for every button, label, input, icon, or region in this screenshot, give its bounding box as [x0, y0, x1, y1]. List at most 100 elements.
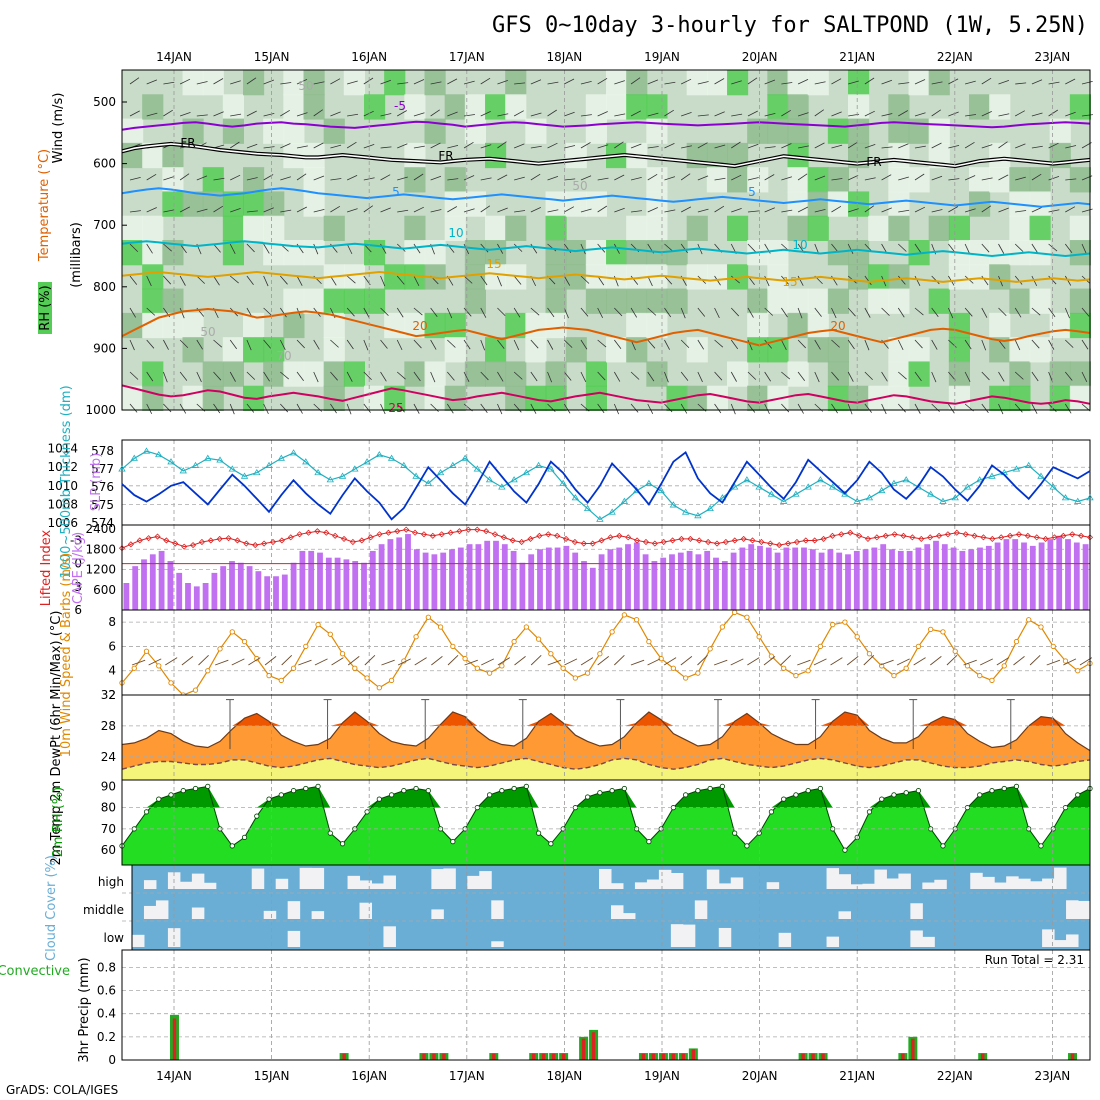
wind-barb [279, 339, 286, 350]
rh-cell [243, 191, 265, 217]
rh-cell [142, 385, 164, 411]
cape-bar [607, 549, 614, 610]
thickness-marker [412, 472, 420, 479]
thickness-marker [351, 465, 359, 472]
rh-cell [162, 288, 184, 314]
rh-cell [626, 288, 648, 314]
wind-barb [580, 371, 587, 383]
wind-barb [1081, 208, 1093, 213]
wind-barb [680, 206, 692, 213]
wind-barb [647, 173, 658, 181]
cape-bar [554, 547, 561, 610]
li-marker [616, 532, 623, 539]
thickness-marker [755, 483, 763, 490]
cape-bar [132, 566, 139, 610]
rh-cell [1069, 167, 1091, 193]
cape-bar [484, 540, 491, 610]
wind-speed-marker [388, 677, 395, 684]
cape-bar [149, 554, 156, 610]
cape-bar [466, 544, 473, 610]
cape-bar [977, 547, 983, 610]
wind-barb [163, 339, 169, 350]
wind-barb [714, 371, 723, 381]
rh-cell [222, 118, 244, 144]
wind-barb [630, 176, 642, 181]
rh-cell [888, 288, 910, 314]
rh-cell [767, 240, 789, 266]
wind-speed-marker [1026, 617, 1032, 623]
li-marker [278, 537, 285, 544]
wind-barb [1065, 178, 1077, 181]
wind-barb [497, 339, 505, 349]
wind-speed-marker [511, 638, 517, 645]
contour-label: 50 [200, 325, 215, 339]
wind-speed-marker [584, 670, 591, 676]
rh-cell [969, 167, 991, 193]
cape-bar [757, 545, 763, 610]
wind-barb [714, 177, 726, 181]
precip-conv-bar [671, 1053, 676, 1060]
wind-barb [129, 339, 135, 351]
li-marker [1069, 531, 1076, 538]
wind-barb [246, 371, 256, 380]
thickness-marker [853, 497, 861, 504]
cape-bar [431, 554, 438, 610]
wind-speed-marker [928, 626, 934, 633]
rh-cell [202, 361, 224, 387]
wind-barb [1081, 114, 1093, 117]
li-marker [918, 535, 925, 542]
thickness-tick: 575 [91, 498, 114, 512]
wind-barb [447, 111, 458, 117]
li-marker [554, 532, 561, 539]
li-marker [767, 540, 774, 547]
wind-barb [1031, 112, 1043, 117]
cloud-cell [203, 882, 217, 889]
thickness-marker [498, 483, 506, 490]
li-marker [838, 531, 845, 538]
precip-conv-bar [581, 1038, 586, 1060]
wind-barb [747, 177, 759, 181]
rh-cell [202, 191, 224, 217]
wind-barb [497, 141, 507, 149]
wind-barb [1065, 206, 1076, 213]
rh-marker [548, 841, 554, 847]
wind-barb [447, 144, 459, 149]
wind-barb [547, 81, 559, 85]
wind-barb [714, 111, 725, 117]
wind-speed-marker [719, 624, 726, 630]
wind-barb [380, 146, 392, 149]
wind-speed-marker [290, 665, 297, 671]
wind-barb [296, 206, 308, 213]
wind-barb [864, 275, 872, 286]
wind-barb [547, 307, 555, 318]
precip-tick: 0.4 [97, 1007, 116, 1021]
wind10m-barb [248, 657, 261, 666]
rh-cell [969, 264, 991, 290]
rh-cell [1009, 385, 1031, 411]
rh-marker [290, 788, 297, 794]
top-date-label: 14JAN [156, 50, 192, 64]
wind10m-barb [880, 659, 894, 666]
li-marker [820, 535, 827, 542]
li-marker [216, 535, 223, 542]
wind-speed-marker [952, 648, 958, 654]
rh-legend-swatch [38, 282, 52, 334]
rh-cell [948, 264, 970, 290]
wind-barb [246, 143, 258, 149]
wind-barb [1048, 109, 1059, 117]
cape-bar [633, 542, 640, 610]
cape-bar [176, 572, 183, 610]
wind-speed-marker [352, 665, 358, 671]
pressure-tick: 700 [93, 218, 116, 232]
wind-barb [430, 142, 441, 149]
wind-barb [797, 371, 806, 382]
wind-barb [881, 113, 893, 117]
rh-cell [848, 264, 870, 290]
wind-barb [346, 307, 355, 317]
wind10m-barb [730, 658, 744, 666]
rh-cell [646, 118, 668, 144]
rh-cell [404, 312, 426, 339]
li-marker [465, 526, 472, 533]
wind-barb [731, 208, 742, 213]
rh-cell [323, 337, 345, 363]
